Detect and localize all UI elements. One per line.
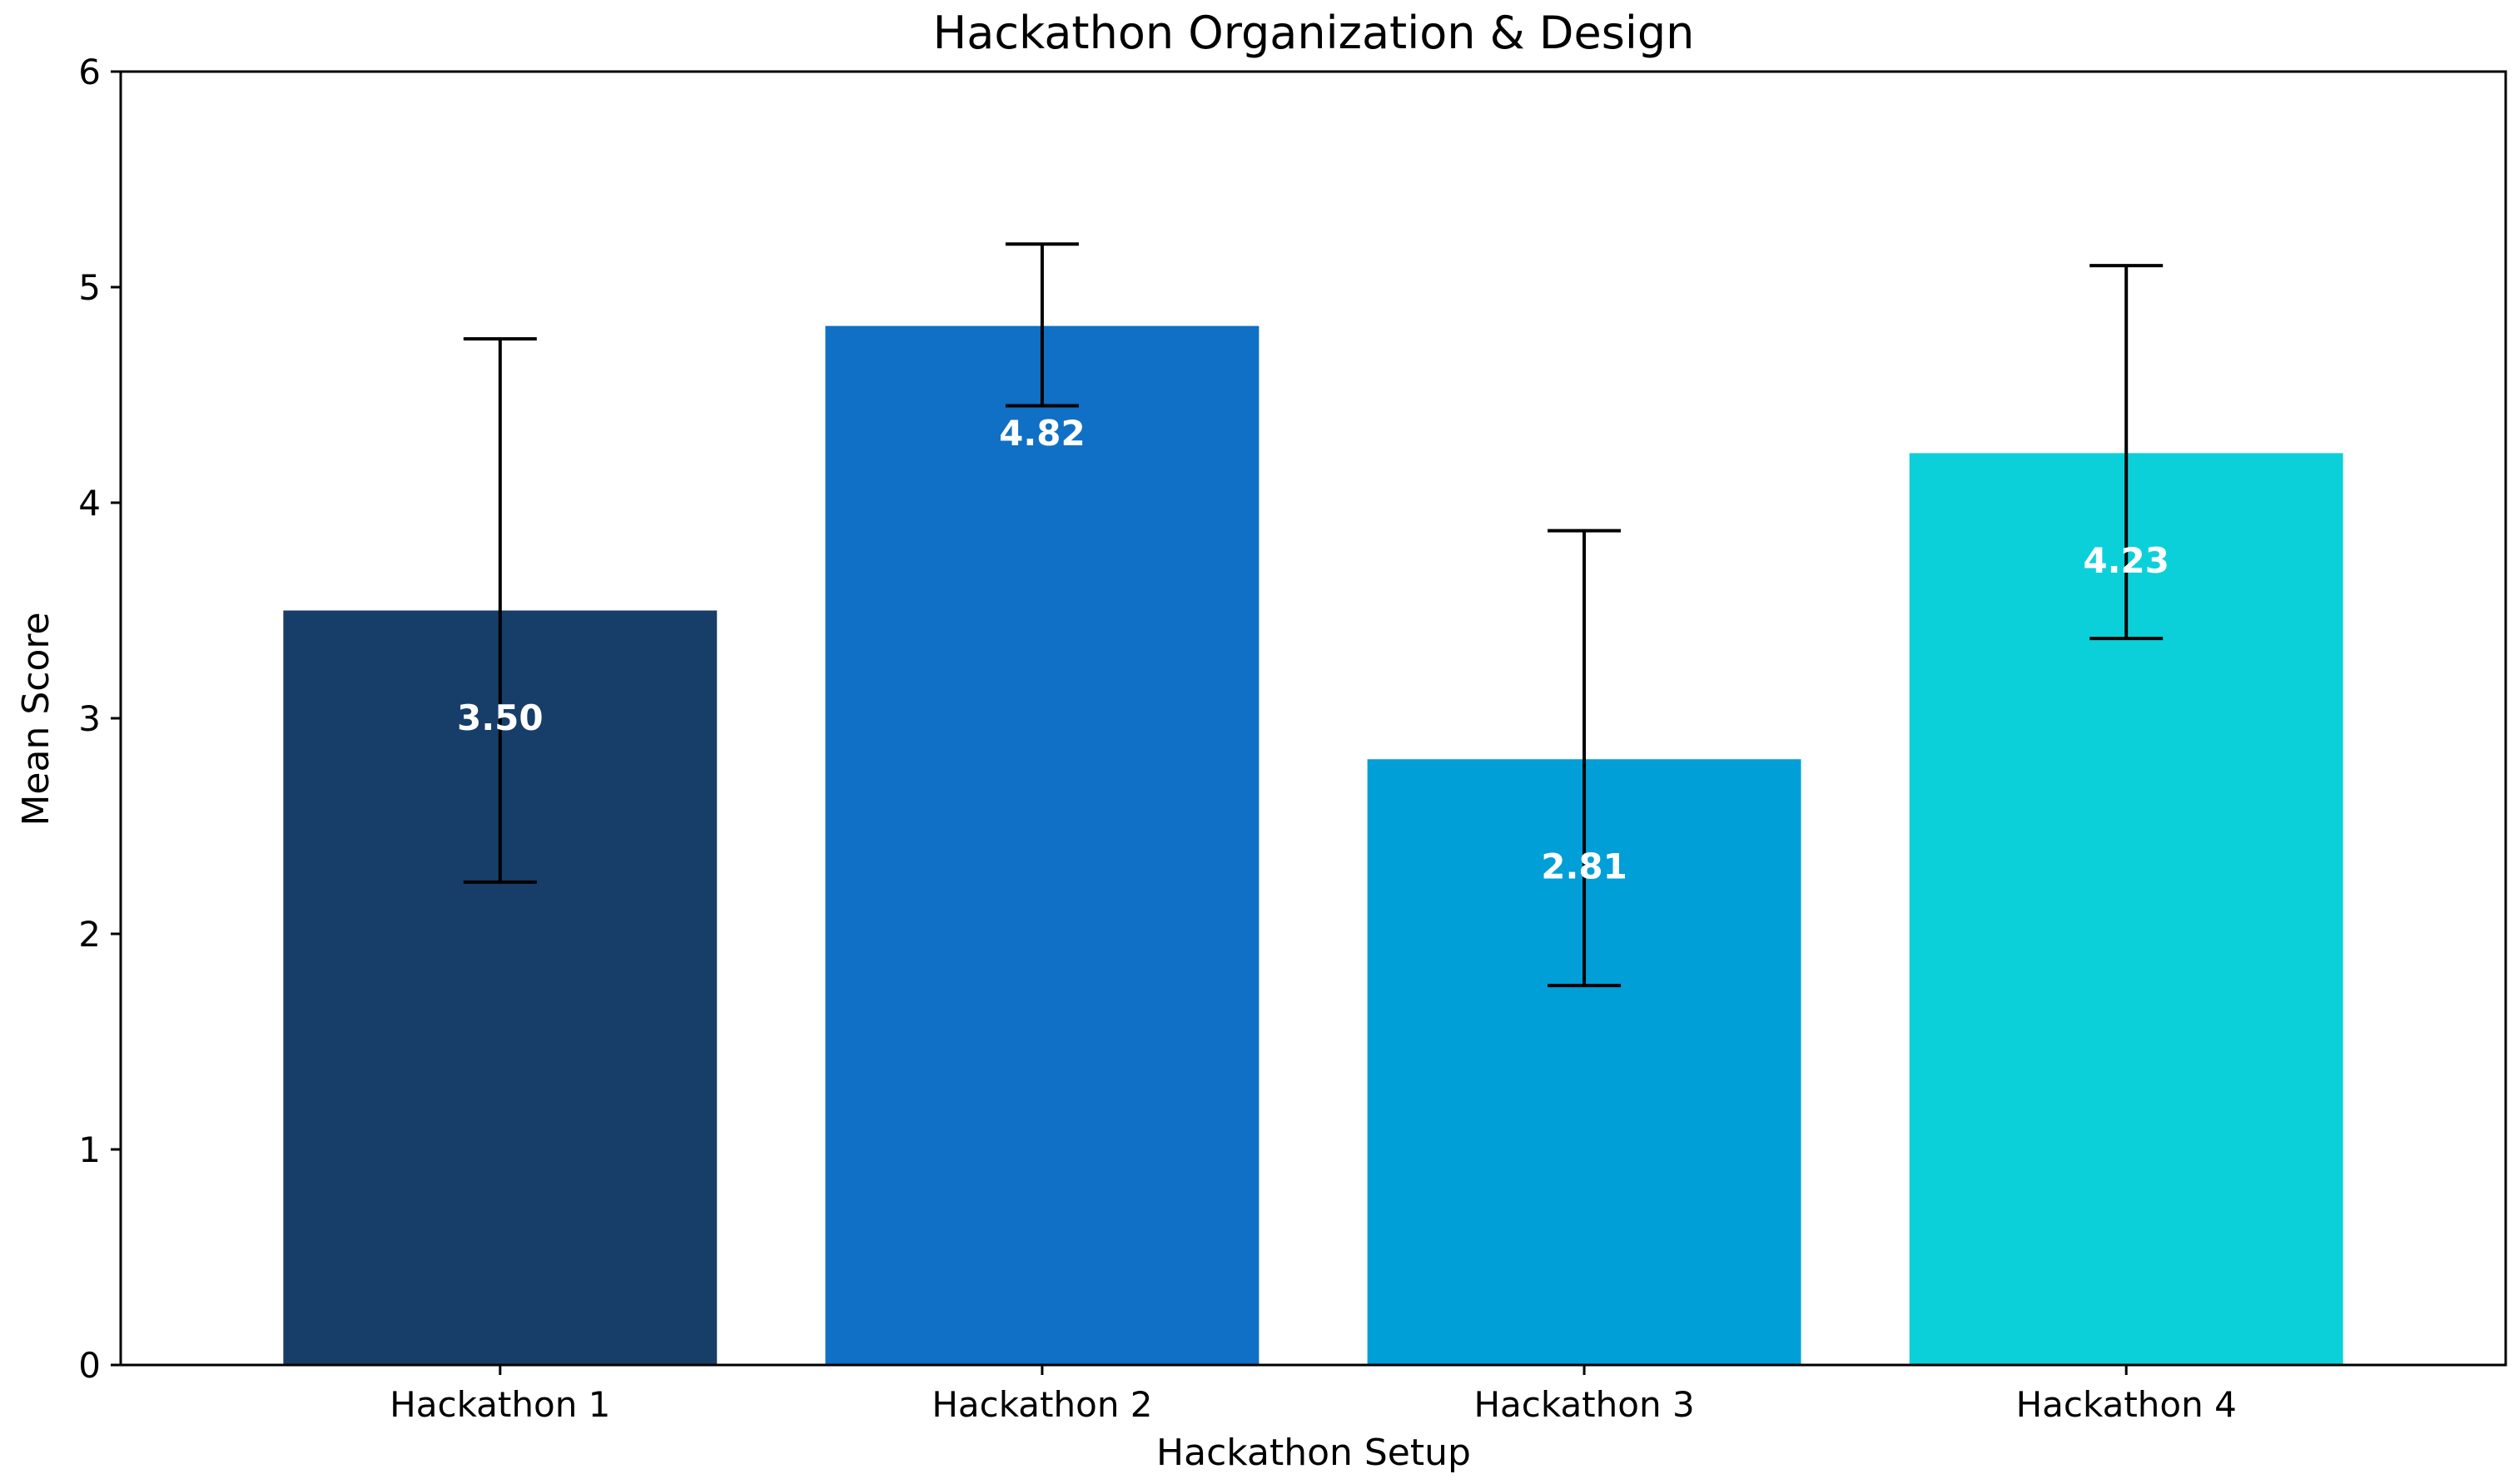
- x-tick-label-3: Hackathon 3: [1473, 1384, 1694, 1425]
- x-axis-label: Hackathon Setup: [1156, 1432, 1471, 1474]
- error-bar-2: [1005, 242, 1079, 408]
- y-axis-label: Mean Score: [15, 612, 57, 826]
- error-bar-1: [463, 337, 537, 884]
- error-bar-4: [2089, 264, 2164, 641]
- data-label-3: 2.81: [1541, 846, 1627, 887]
- data-labels-group: 3.50 4.82 2.81 4.23: [457, 413, 2169, 887]
- data-label-1: 3.50: [457, 697, 544, 738]
- x-tick-label-4: Hackathon 4: [2016, 1384, 2237, 1425]
- error-bars-group: [463, 242, 2164, 988]
- bars-group: [283, 325, 2343, 1366]
- y-tick-label-0: 0: [78, 1345, 101, 1386]
- data-label-4: 4.23: [2083, 540, 2169, 581]
- axes-group: Hackathon 1 Hackathon 2 Hackathon 3 Hackath…: [78, 52, 2507, 1425]
- y-tick-label-2: 2: [78, 914, 101, 955]
- plot-frame: [119, 70, 2507, 1367]
- x-tick-label-1: Hackathon 1: [390, 1384, 610, 1425]
- y-tick-label-5: 5: [78, 267, 101, 308]
- y-tick-label-6: 6: [78, 52, 101, 92]
- chart-title: Hackathon Organization & Design: [933, 7, 1695, 59]
- data-label-2: 4.82: [999, 413, 1086, 454]
- x-tick-label-2: Hackathon 2: [932, 1384, 1152, 1425]
- error-bar-3: [1548, 529, 1622, 988]
- y-tick-label-1: 1: [78, 1129, 101, 1170]
- y-tick-label-3: 3: [78, 698, 101, 739]
- bar-2: [825, 325, 1260, 1365]
- y-tick-label-4: 4: [78, 483, 101, 524]
